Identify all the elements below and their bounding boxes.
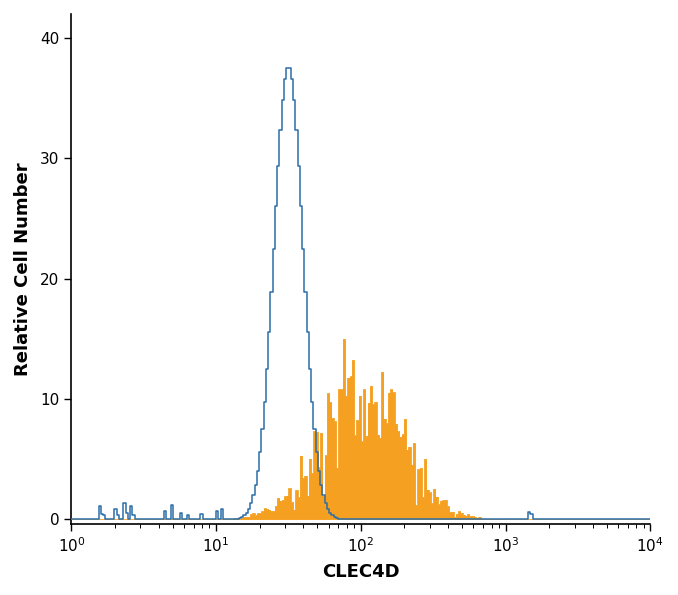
Y-axis label: Relative Cell Number: Relative Cell Number (14, 162, 32, 376)
X-axis label: CLEC4D: CLEC4D (322, 563, 399, 581)
